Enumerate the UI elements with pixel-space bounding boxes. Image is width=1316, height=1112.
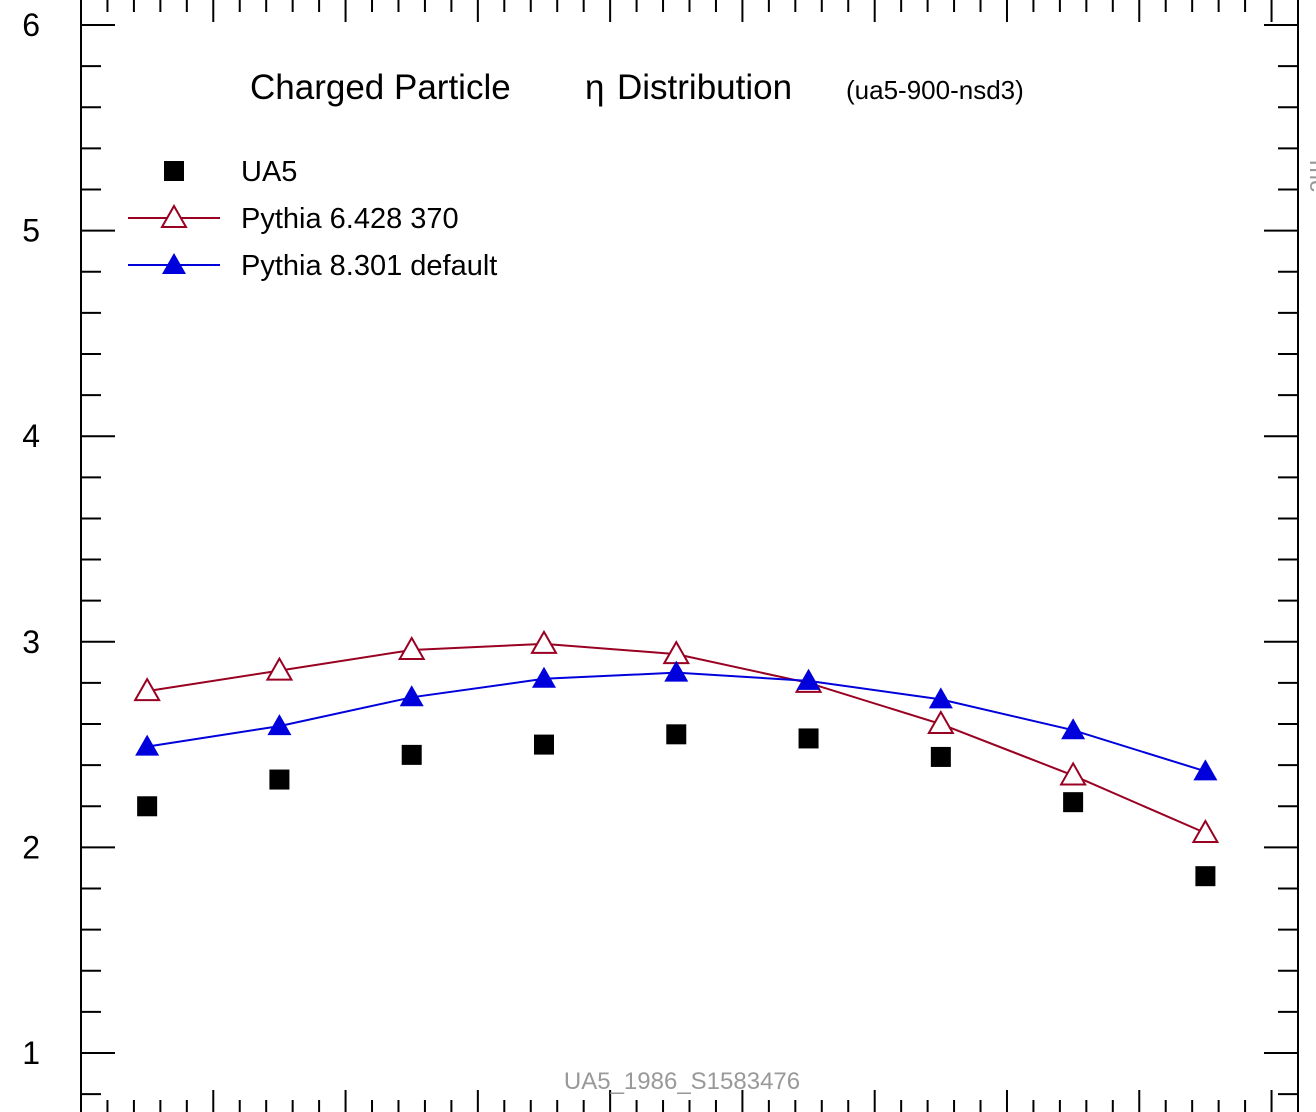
series-0 <box>137 724 1216 887</box>
series-layer <box>133 629 1220 887</box>
chart-title-suffix: Distribution <box>617 68 792 107</box>
legend-label: Pythia 8.301 default <box>241 250 497 282</box>
data-point <box>1059 761 1087 786</box>
legend-label: Pythia 6.428 370 <box>241 203 459 235</box>
axis-ticks <box>81 0 1298 1112</box>
data-point <box>928 687 953 709</box>
data-point <box>927 710 955 735</box>
legend-marker <box>162 253 186 274</box>
y-tick-label: 1 <box>22 1035 40 1071</box>
plot-frame <box>80 0 1299 1112</box>
data-point <box>930 746 951 767</box>
data-point <box>530 629 558 654</box>
legend: UA5 Pythia 6.428 370 Pythia 8.301 default <box>128 156 497 282</box>
side-label: mc <box>1304 160 1316 192</box>
data-point <box>137 796 158 817</box>
chart-title: Charged Particle <box>250 68 511 107</box>
y-tick-label: 3 <box>22 624 40 660</box>
y-tick-label: 2 <box>22 829 40 865</box>
data-point <box>664 660 689 682</box>
data-point <box>401 744 422 765</box>
legend-item: UA5 <box>164 156 297 188</box>
data-point <box>796 668 821 690</box>
data-point <box>1195 866 1216 887</box>
watermark: UA5_1986_S1583476 <box>564 1068 800 1095</box>
legend-marker <box>164 161 184 181</box>
data-point <box>397 636 426 661</box>
data-point <box>399 685 424 707</box>
data-point <box>798 728 819 749</box>
series-2 <box>135 660 1218 781</box>
data-point <box>269 769 290 790</box>
data-point <box>1191 818 1220 844</box>
legend-item: Pythia 8.301 default <box>128 250 497 282</box>
data-point <box>135 734 160 756</box>
y-tick-label: 4 <box>22 418 40 454</box>
data-point <box>531 666 556 688</box>
legend-item: Pythia 6.428 370 <box>128 203 459 235</box>
data-point <box>1193 759 1218 781</box>
data-point <box>533 734 554 755</box>
series-1 <box>133 629 1220 844</box>
y-tick-labels: 1 2 3 4 5 6 <box>22 7 40 1071</box>
y-tick-label: 5 <box>22 213 40 249</box>
data-point <box>265 656 294 681</box>
data-point <box>1061 718 1086 740</box>
title-eta-symbol: η <box>585 68 604 107</box>
data-point <box>666 724 687 745</box>
legend-marker <box>160 203 188 228</box>
chart-subtitle: (ua5-900-nsd3) <box>846 75 1024 105</box>
data-point <box>133 677 161 702</box>
y-tick-label: 6 <box>22 7 40 43</box>
data-point <box>1063 792 1084 813</box>
data-point <box>267 714 292 736</box>
series-line <box>146 671 1206 773</box>
legend-label: UA5 <box>241 156 297 188</box>
